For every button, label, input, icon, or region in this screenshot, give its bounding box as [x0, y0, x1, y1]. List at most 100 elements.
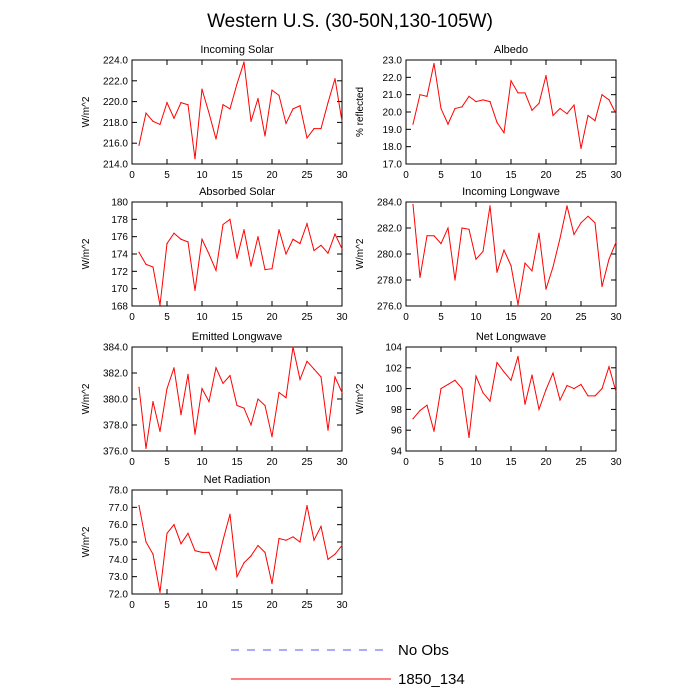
- data-point: [187, 532, 189, 534]
- y-tick-label: 20.0: [383, 108, 403, 119]
- data-point: [327, 102, 329, 104]
- x-tick-label: 25: [301, 457, 313, 468]
- x-tick-label: 20: [540, 457, 552, 468]
- x-tick-label: 0: [129, 600, 135, 611]
- data-point: [201, 238, 203, 240]
- x-tick-label: 10: [470, 312, 482, 323]
- data-point: [201, 551, 203, 554]
- data-point: [510, 265, 512, 267]
- y-tick-label: 104: [385, 343, 402, 354]
- data-point: [243, 229, 245, 231]
- data-point: [264, 404, 266, 407]
- x-tick-label: 20: [266, 600, 278, 611]
- data-point: [580, 222, 582, 224]
- data-point: [587, 395, 589, 397]
- data-point: [215, 138, 217, 140]
- data-point: [208, 551, 210, 554]
- x-tick-label: 30: [336, 170, 348, 181]
- data-point: [138, 386, 140, 388]
- series-line-1850-134: [412, 356, 617, 438]
- y-tick-label: 78.0: [109, 486, 129, 497]
- data-point: [327, 252, 329, 254]
- y-tick-label: 380.0: [103, 395, 128, 406]
- y-tick-label: 76.0: [109, 520, 129, 531]
- panel-incoming-longwave: Incoming Longwave W/m^2 0 5 10 15 20 25 30 276.0 2…: [355, 186, 622, 323]
- x-tick-label: 15: [231, 312, 243, 323]
- y-tick-label: 72.0: [109, 590, 129, 601]
- data-point: [447, 383, 449, 386]
- data-point: [250, 265, 252, 267]
- data-point: [447, 227, 449, 229]
- y-tick-label: 96: [391, 426, 403, 437]
- data-point: [159, 430, 161, 433]
- data-point: [559, 399, 561, 401]
- data-point: [187, 373, 189, 375]
- x-tick-label: 25: [301, 170, 313, 181]
- data-point: [292, 108, 294, 110]
- data-point: [180, 543, 182, 545]
- data-point: [594, 395, 596, 397]
- data-point: [236, 576, 238, 578]
- data-point: [475, 375, 477, 377]
- x-tick-label: 30: [610, 170, 622, 181]
- x-tick-label: 15: [505, 312, 517, 323]
- data-point: [194, 433, 196, 435]
- panel-title: Incoming Longwave: [462, 186, 560, 198]
- data-point: [341, 391, 343, 394]
- data-point: [278, 94, 280, 96]
- data-point: [341, 120, 343, 122]
- x-tick-label: 25: [575, 457, 587, 468]
- plot-frame: [131, 346, 343, 452]
- data-point: [426, 235, 428, 237]
- data-point: [173, 367, 175, 369]
- panel-title: Albedo: [494, 44, 528, 56]
- y-tick-label: 218.0: [103, 118, 128, 129]
- data-point: [299, 541, 301, 543]
- data-point: [454, 107, 456, 110]
- data-point: [447, 123, 449, 125]
- x-tick-label: 15: [231, 457, 243, 468]
- data-point: [187, 104, 189, 106]
- y-tick-label: 100: [385, 384, 402, 395]
- data-point: [608, 99, 610, 101]
- data-point: [482, 392, 484, 394]
- data-point: [489, 205, 491, 207]
- data-point: [426, 404, 428, 406]
- y-axis-label: W/m^2: [355, 238, 366, 269]
- x-tick-label: 10: [470, 170, 482, 181]
- x-tick-label: 30: [336, 600, 348, 611]
- y-tick-label: 94: [391, 447, 403, 458]
- data-point: [173, 524, 175, 526]
- data-point: [461, 388, 463, 390]
- data-point: [215, 269, 217, 272]
- series-line-1850-134: [412, 63, 617, 149]
- y-tick-label: 21.0: [383, 90, 403, 101]
- data-point: [229, 108, 231, 110]
- y-tick-label: 102: [385, 363, 402, 374]
- data-point: [180, 102, 182, 104]
- data-point: [292, 346, 294, 348]
- data-point: [496, 362, 498, 364]
- y-axis-label: W/m^2: [81, 383, 92, 414]
- data-point: [222, 104, 224, 106]
- data-point: [503, 132, 505, 134]
- series-line-1850-134: [138, 61, 343, 159]
- data-point: [524, 403, 526, 405]
- data-point: [152, 120, 154, 122]
- panel-title: Absorbed Solar: [199, 186, 275, 198]
- series-line-1850-134: [138, 218, 343, 306]
- data-point: [166, 243, 168, 245]
- data-point: [454, 279, 456, 281]
- y-tick-label: 284.0: [377, 198, 402, 209]
- legend-model-label: 1850_134: [398, 671, 465, 688]
- x-tick-label: 20: [266, 312, 278, 323]
- data-point: [299, 243, 301, 245]
- y-tick-label: 176: [111, 232, 128, 243]
- data-point: [320, 376, 322, 378]
- data-point: [608, 258, 610, 260]
- data-point: [201, 388, 203, 390]
- x-tick-label: 10: [196, 312, 208, 323]
- y-tick-label: 170: [111, 284, 128, 295]
- data-point: [601, 285, 603, 288]
- data-point: [285, 539, 287, 541]
